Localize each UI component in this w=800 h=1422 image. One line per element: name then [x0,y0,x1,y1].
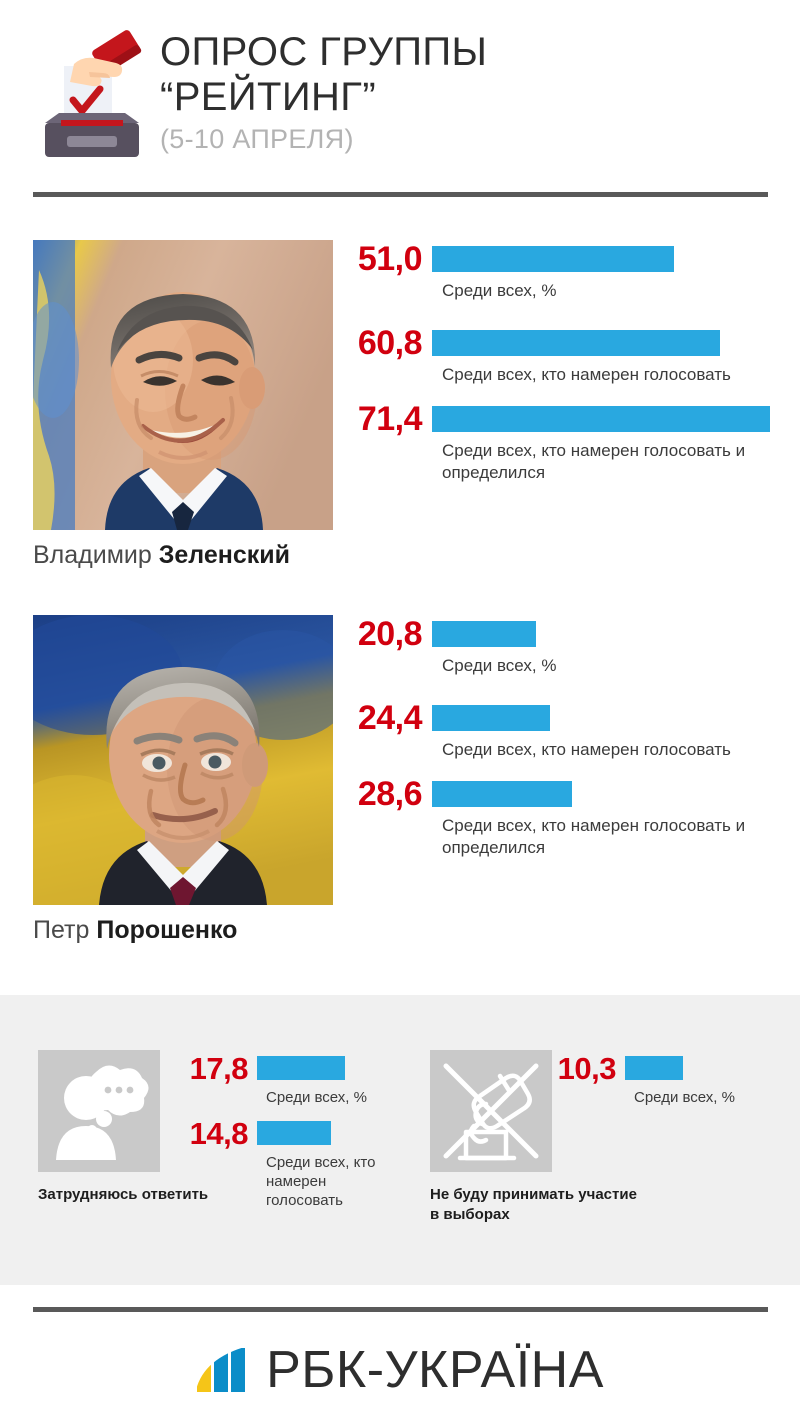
header-divider [33,192,768,197]
stat-row: 71,4 Среди всех, кто намерен голосовать … [348,400,788,484]
stat-bar [257,1056,345,1080]
stat-label: Среди всех, % [442,656,557,675]
candidate-photo-poroshenko [33,615,333,905]
stat-value: 14,8 [189,1115,249,1151]
candidate-photo-zelensky [33,240,333,530]
stat-rows-zelensky: 51,0 Среди всех, % 60,8 Среди всех, кто … [348,240,788,484]
stat-label: Среди всех, кто намерен голосовать [442,365,731,384]
stat-value: 28,6 [357,775,423,813]
stat-bar [625,1056,683,1080]
stat-bar [432,330,720,356]
candidate-family-name: Порошенко [96,916,238,944]
stat-bar [432,781,572,807]
candidate-family-name: Зеленский [158,541,291,569]
stat-value: 20,8 [357,615,423,653]
stat-value: 10,3 [557,1050,617,1086]
stat-label: Среди всех, кто намерен голосовать и опр… [442,441,746,482]
stat-rows-poroshenko: 20,8 Среди всех, % 24,4 Среди всех, кто … [348,615,788,859]
stat-row: 20,8 Среди всех, % [348,615,788,677]
candidate-given-name: Петр [33,916,90,944]
stat-label: Среди всех, кто намерен голосовать [266,1154,376,1209]
stat-label: Среди всех, кто намерен голосовать и опр… [442,816,746,857]
stat-value: 60,8 [357,324,423,362]
poll-date-range: (5-10 АПРЕЛЯ) [160,124,354,154]
ballot-box-icon [33,28,151,163]
stat-label: Среди всех, % [266,1089,367,1106]
title-line-1: ОПРОС ГРУППЫ [160,30,488,74]
stat-bar [432,705,550,731]
title-line-2: “РЕЙТИНГ” [160,75,377,119]
secondary-caption: Затрудняюсь ответить [38,1186,209,1203]
logo-text: РБК-УКРАЇНА [266,1341,604,1399]
secondary-stat-rows: 10,3 Среди всех, % [555,1050,800,1115]
stat-row: 10,3 Среди всех, % [555,1050,800,1107]
candidate-given-name: Владимир [33,541,152,569]
secondary-stats-panel: Затрудняюсь ответить 17,8 Среди всех, % … [0,995,800,1285]
no-vote-crossed-icon [430,1050,552,1172]
candidate-name-poroshenko: Петр Порошенко [33,915,237,945]
rbc-ukraine-logo-icon [192,1338,251,1396]
header-text: ОПРОС ГРУППЫ “РЕЙТИНГ” (5-10 АПРЕЛЯ) [160,30,760,155]
secondary-caption: Не буду принимать участие в выборах [430,1186,637,1223]
candidate-name-zelensky: Владимир Зеленский [33,540,290,570]
stat-row: 24,4 Среди всех, кто намерен голосовать [348,699,788,761]
stat-bar [432,246,674,272]
secondary-stat-rows: 17,8 Среди всех, % 14,8 Среди всех, кто … [175,1050,425,1218]
stat-value: 51,0 [357,240,423,278]
header: ОПРОС ГРУППЫ “РЕЙТИНГ” (5-10 АПРЕЛЯ) [0,0,800,194]
stat-label: Среди всех, % [634,1089,735,1106]
stat-bar [257,1121,331,1145]
stat-row: 14,8 Среди всех, кто намерен голосовать [175,1115,425,1210]
thinking-person-icon [38,1050,160,1172]
stat-row: 17,8 Среди всех, % [175,1050,425,1107]
stat-bar [432,406,770,432]
stat-bar [432,621,536,647]
stat-value: 71,4 [357,400,423,438]
stat-value: 17,8 [189,1050,249,1086]
footer-divider [33,1307,768,1312]
stat-value: 24,4 [357,699,423,737]
stat-label: Среди всех, % [442,281,557,300]
stat-row: 28,6 Среди всех, кто намерен голосовать … [348,775,788,859]
stat-label: Среди всех, кто намерен голосовать [442,740,731,759]
footer: РБК-УКРАЇНА [0,1330,800,1410]
stat-row: 51,0 Среди всех, % [348,240,788,302]
stat-row: 60,8 Среди всех, кто намерен голосовать [348,324,788,386]
